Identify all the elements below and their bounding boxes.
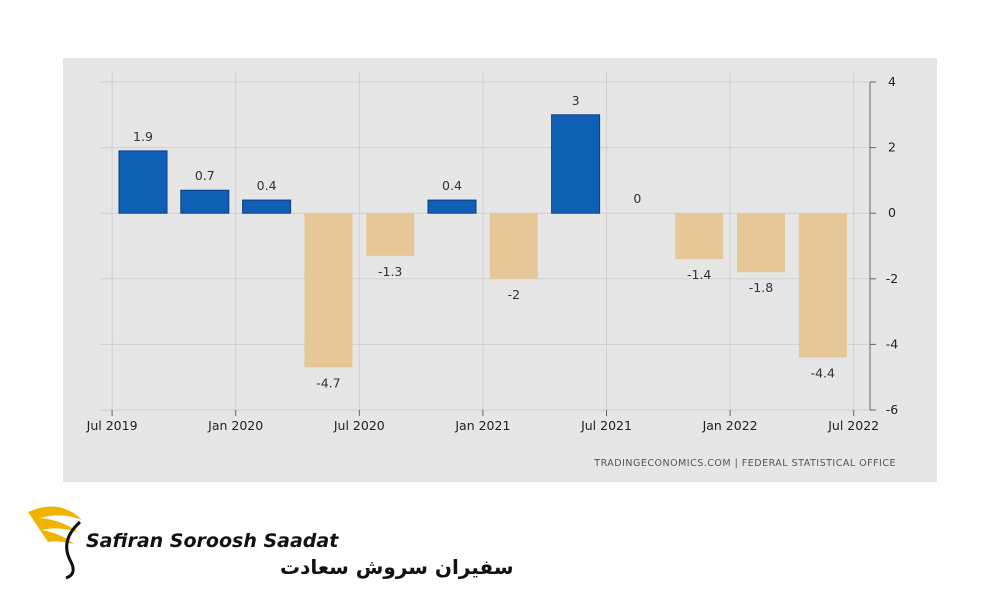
y-tick-label: -4: [886, 336, 899, 351]
x-tick-label: Jul 2021: [580, 418, 632, 433]
x-tick-label: Jan 2020: [207, 418, 263, 433]
value-label: 0.4: [257, 178, 277, 193]
x-tick-label: Jan 2021: [454, 418, 510, 433]
value-label: -1.4: [687, 267, 711, 282]
bar: [489, 213, 538, 279]
value-label: 0.4: [442, 178, 462, 193]
bar: [427, 199, 477, 214]
x-tick-label: Jul 2020: [333, 418, 385, 433]
bar: [675, 213, 724, 260]
logo-name-fa: سفیران سروش سعادت: [280, 555, 514, 579]
logo-swan: [65, 520, 82, 580]
bar: [551, 114, 601, 214]
y-tick-label: 2: [888, 140, 896, 155]
value-label: 1.9: [133, 129, 153, 144]
value-label: 0.7: [195, 168, 215, 183]
y-tick-label: -6: [886, 402, 899, 417]
x-tick-label: Jul 2022: [827, 418, 879, 433]
logo-name: Safiran Soroosh Saadat: [86, 530, 339, 552]
value-label: 0: [633, 191, 641, 206]
bar: [180, 189, 230, 214]
value-label: -2: [508, 287, 520, 302]
bar: [366, 213, 415, 256]
bar: [798, 213, 847, 358]
bar: [304, 213, 353, 368]
value-label: -4.7: [316, 375, 340, 390]
x-tick-label: Jan 2022: [702, 418, 758, 433]
value-label: -1.3: [378, 264, 402, 279]
bar: [118, 150, 168, 214]
logo: Safiran Soroosh Saadat سفیران سروش سعادت: [28, 506, 514, 580]
bar: [242, 199, 292, 214]
x-tick-label: Jul 2019: [86, 418, 138, 433]
value-label: -1.8: [749, 280, 773, 295]
y-tick-label: 4: [888, 74, 896, 89]
source: TRADINGECONOMICS.COM | FEDERAL STATISTIC…: [593, 458, 896, 469]
logo-wing: [28, 506, 82, 544]
value-label: 3: [572, 93, 580, 108]
value-label: -4.4: [811, 366, 835, 381]
y-tick-label: 0: [888, 205, 896, 220]
y-tick-label: -2: [886, 271, 898, 286]
bar: [737, 213, 785, 273]
